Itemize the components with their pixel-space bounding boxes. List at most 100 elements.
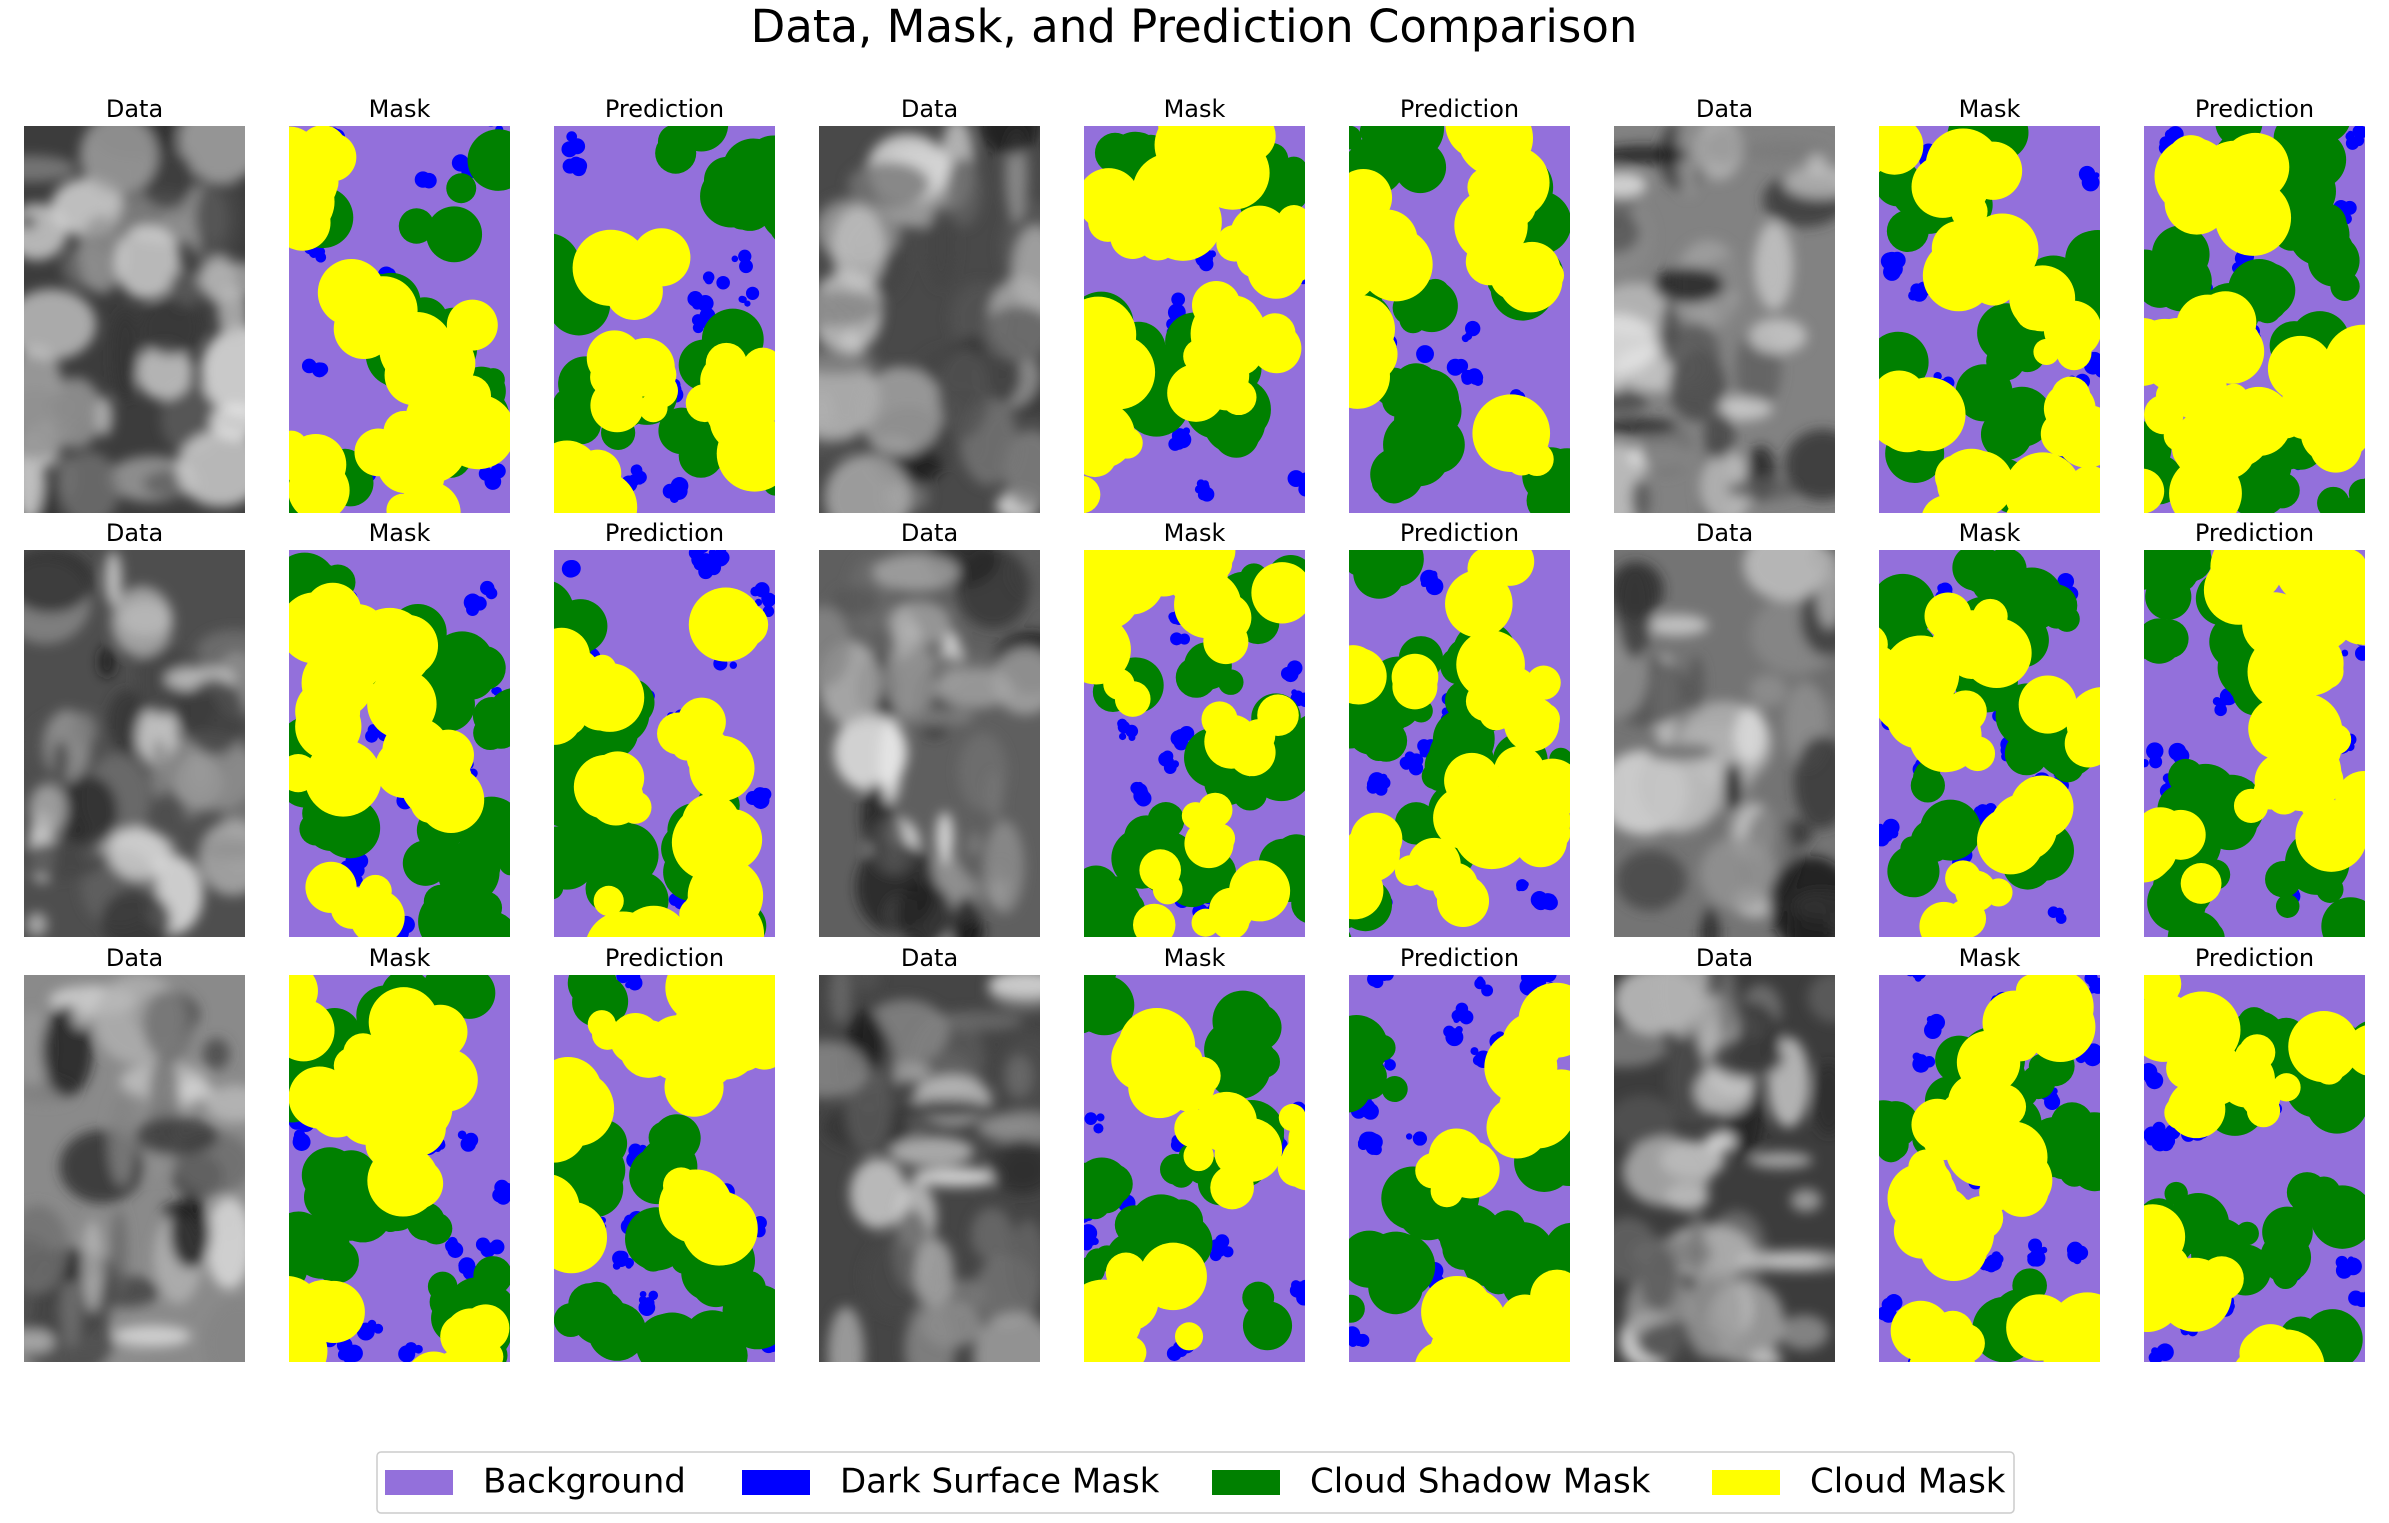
mask-blob	[1988, 1148, 2053, 1213]
panel-title: Mask	[1959, 519, 2021, 547]
texture-blob	[26, 912, 48, 937]
mask-blob	[1118, 732, 1127, 741]
mask-blob	[445, 1238, 460, 1254]
mask-blob	[384, 344, 446, 406]
mask-blob	[1277, 205, 1305, 239]
mask-blob	[744, 300, 751, 307]
mask-blob	[619, 1020, 678, 1078]
texture-blob	[1815, 550, 1835, 629]
texture-blob	[1699, 836, 1777, 910]
mask-blob	[1461, 373, 1474, 385]
texture-blob	[1705, 1131, 1737, 1152]
mask-blob	[1391, 653, 1439, 701]
mask-blob	[1084, 1328, 1128, 1362]
mask-blob	[554, 451, 604, 513]
texture-blob	[178, 126, 245, 183]
panel-title: Prediction	[1400, 95, 1519, 123]
mask-blob	[1349, 326, 1398, 383]
mask-blob	[639, 1290, 647, 1298]
texture-blob	[134, 1116, 219, 1156]
mask-blob	[382, 717, 450, 786]
mask-blob	[554, 851, 567, 899]
mask-blob	[2043, 1332, 2096, 1362]
mask-blob	[1502, 1013, 1563, 1074]
mask-image	[554, 975, 775, 1362]
mask-blob	[618, 790, 652, 824]
mask-blob	[566, 131, 578, 142]
texture-blob	[981, 305, 1040, 363]
mask-blob	[1282, 666, 1299, 683]
texture-blob	[1812, 1062, 1835, 1136]
texture-blob	[24, 289, 97, 361]
mask-blob	[1443, 1025, 1456, 1038]
mask-blob	[2049, 1116, 2100, 1174]
mask-blob	[289, 194, 331, 251]
texture-blob	[892, 708, 975, 726]
mask-blob	[738, 249, 752, 263]
mask-blob	[457, 1130, 467, 1140]
texture-blob	[932, 1011, 1024, 1032]
texture	[819, 550, 1040, 937]
texture-blob	[1614, 389, 1649, 413]
mask-blob	[1183, 668, 1213, 698]
mask-blob	[1129, 1218, 1160, 1250]
mask-blob	[2028, 1238, 2043, 1253]
mask-blob	[636, 1313, 698, 1362]
mask-blob	[554, 1096, 587, 1163]
mask-blob	[561, 141, 578, 158]
texture-blob	[849, 1158, 908, 1229]
mask-blob	[289, 480, 295, 509]
mask-blob	[1084, 316, 1085, 318]
mask-blob	[1096, 1113, 1105, 1122]
texture-blob	[114, 224, 181, 300]
mask-blob	[1394, 392, 1450, 448]
mask-blob	[1197, 792, 1233, 828]
mask-blob	[776, 598, 782, 604]
mask-blob	[745, 286, 760, 300]
mask-blob	[2317, 486, 2350, 513]
texture-blob	[1622, 1136, 1712, 1207]
mask-blob	[1210, 1165, 1254, 1210]
mask-blob	[1167, 364, 1225, 422]
texture-blob	[1614, 211, 1640, 254]
texture-blob	[136, 705, 180, 767]
mask-blob	[2028, 1054, 2053, 1078]
texture-blob	[111, 310, 139, 401]
texture-blob	[1630, 478, 1650, 513]
mask-blob	[1357, 232, 1422, 296]
texture-blob	[28, 783, 68, 835]
mask-blob	[333, 298, 395, 359]
mask-blob	[1144, 183, 1222, 261]
texture-blob	[1687, 655, 1705, 713]
texture-blob	[81, 1219, 103, 1312]
texture-blob	[987, 1139, 1040, 1195]
mask-blob	[2043, 300, 2100, 359]
mask-blob	[289, 436, 294, 465]
mask-blob	[1203, 593, 1252, 642]
panel-title: Data	[901, 519, 958, 547]
mask-blob	[1169, 763, 1176, 770]
texture-blob	[1000, 1034, 1040, 1114]
mask-blob	[420, 1212, 453, 1245]
mask-image	[1879, 975, 2100, 1362]
mask-blob	[289, 194, 291, 210]
mask-blob	[289, 592, 351, 664]
texture-blob	[1743, 550, 1829, 601]
texture-blob	[71, 987, 92, 1029]
mask-blob	[2341, 913, 2365, 937]
mask-blob	[1879, 126, 1901, 168]
texture	[819, 975, 1040, 1362]
panel-title: Mask	[1959, 944, 2021, 972]
texture-blob	[848, 161, 930, 208]
texture-blob	[1727, 478, 1801, 501]
mask-blob	[772, 452, 775, 469]
texture-blob	[24, 550, 94, 614]
mask-blob	[423, 884, 458, 919]
mask-blob	[2171, 746, 2184, 760]
mask-blob	[2342, 200, 2357, 215]
mask-blob	[588, 1302, 647, 1361]
texture-blob	[934, 668, 1014, 709]
mask-blob	[1277, 1148, 1305, 1187]
texture-blob	[71, 711, 97, 746]
